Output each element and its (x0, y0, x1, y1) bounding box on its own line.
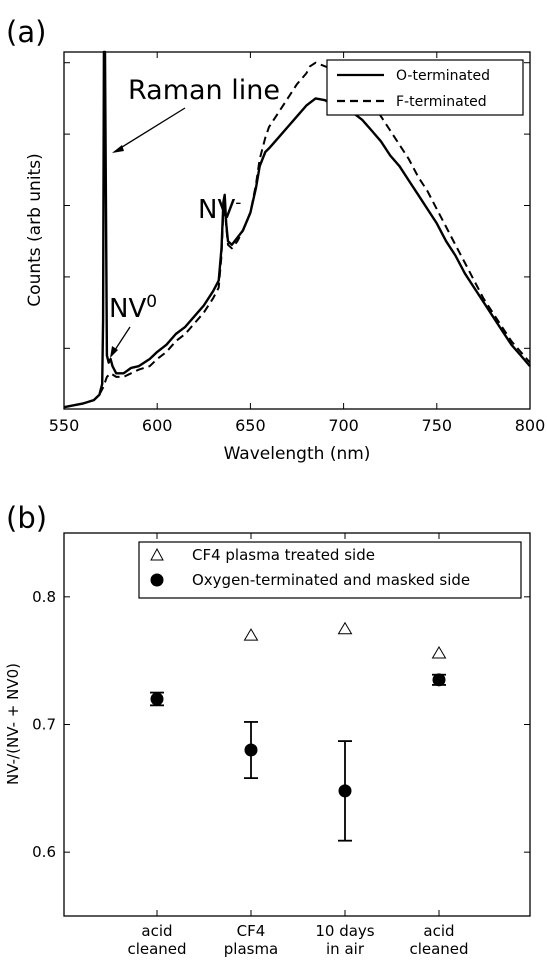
panel-a-x-tick-label: 800 (515, 416, 546, 435)
panel-a-legend-box (326, 59, 524, 116)
panel-a-label: (a) (6, 15, 46, 49)
panel-a-x-tick-label: 650 (235, 416, 266, 435)
panel-a-x-tick-label: 700 (328, 416, 359, 435)
panel-b-y-axis-label: NV-/(NV- + NV0) (4, 663, 22, 785)
nv-minus-annotation: NV- (198, 193, 241, 225)
nv0-arrowhead (110, 346, 118, 358)
panel-b-category-label: 10 days (315, 922, 374, 940)
panel-b-category-label: CF4 (237, 922, 266, 940)
panel-a-x-tick-label: 600 (142, 416, 173, 435)
panel-a-x-ticks: 550 600 650 700 750 800 (49, 52, 546, 435)
legend-label-f-terminated: F-terminated (396, 94, 487, 110)
panel-b-points (150, 621, 447, 842)
cf4-side-marker (243, 628, 259, 641)
oxygen-side-marker (338, 784, 352, 798)
panel-a-x-tick-label: 750 (422, 416, 453, 435)
panel-a-frame (63, 51, 531, 410)
nv0-annotation-sup: 0 (146, 292, 157, 312)
panel-b-category-label: cleaned (127, 940, 186, 958)
panel-b-y-tick-label: 0.7 (32, 716, 56, 734)
raman-line-annotation: Raman line (128, 75, 280, 106)
panel-b-category-label: cleaned (409, 940, 468, 958)
legend-label-oxygen-side: Oxygen-terminated and masked side (192, 571, 470, 589)
nv0-annotation: NV0 (109, 292, 157, 324)
panel-b-category-label: acid (141, 922, 172, 940)
panel-a-x-axis-label: Wavelength (nm) (224, 444, 371, 464)
panel-b-y-tick-label: 0.8 (32, 588, 56, 606)
panel-a: (a) 550 600 650 700 750 800 Wavelength (nm) C… (6, 15, 545, 464)
panel-b-y-tick-label: 0.6 (32, 843, 56, 861)
panel-a-y-axis-label: Counts (arb units) (25, 153, 45, 306)
panel-b-label: (b) (6, 501, 47, 535)
panel-b-legend: CF4 plasma treated side Oxygen-terminate… (138, 541, 522, 599)
raman-line-arrow (113, 107, 186, 153)
legend-label-cf4-side: CF4 plasma treated side (192, 546, 375, 564)
nv-minus-annotation-sup: - (235, 193, 241, 213)
panel-b-category-label: in air (326, 940, 365, 958)
panel-a-y-ticks (64, 62, 530, 349)
panel-b-category-label: plasma (224, 940, 279, 958)
panel-a-series (63, 50, 531, 409)
oxygen-side-marker (244, 743, 258, 757)
nv-minus-annotation-main: NV (198, 195, 235, 225)
oxygen-side-marker (432, 673, 446, 687)
panel-b-category-label: acid (423, 922, 454, 940)
raman-line-arrowhead (112, 145, 124, 153)
series-f-terminated-line (63, 61, 531, 409)
cf4-side-marker (431, 646, 447, 659)
oxygen-side-marker (150, 692, 164, 706)
panel-b-legend-box (138, 541, 522, 599)
nv0-annotation-main: NV (109, 294, 146, 324)
legend-marker-circle (150, 573, 164, 587)
legend-marker-triangle (150, 547, 164, 561)
panel-a-x-tick-label: 550 (49, 416, 80, 435)
cf4-side-marker (337, 621, 353, 635)
panel-b-y-ticks: 0.6 0.7 0.8 (32, 588, 530, 861)
panel-a-legend: O-terminated F-terminated (326, 59, 524, 116)
legend-label-o-terminated: O-terminated (396, 68, 490, 84)
